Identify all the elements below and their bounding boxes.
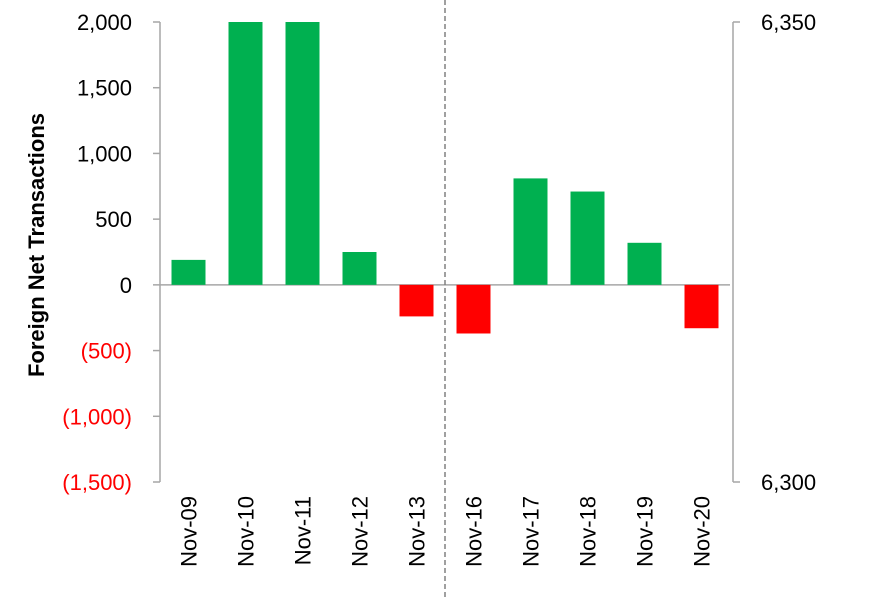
- y-tick-label: 1,000: [77, 141, 132, 166]
- x-tick-label: Nov-12: [348, 496, 373, 567]
- x-tick-label: Nov-20: [690, 496, 715, 567]
- x-tick-label: Nov-09: [177, 496, 202, 567]
- x-axis: Nov-09 Nov-10 Nov-11 Nov-12 Nov-13 Nov-16 Nov-…: [177, 496, 715, 567]
- x-tick-label: Nov-18: [576, 496, 601, 567]
- y-tick-label: (1,500): [62, 470, 132, 495]
- x-tick-label: Nov-17: [519, 496, 544, 567]
- bar-nov-19: [627, 242, 662, 285]
- x-tick-label: Nov-13: [405, 496, 430, 567]
- y-tick-label: 2,000: [77, 10, 132, 35]
- bar-nov-09: [171, 259, 206, 285]
- bar-nov-13: [399, 284, 434, 317]
- x-tick-label: Nov-11: [291, 496, 316, 565]
- bar-nov-10: [228, 22, 263, 285]
- y-tick-label: (500): [81, 339, 132, 364]
- secondary-y-axis: 6,350 6,300: [732, 10, 816, 495]
- y-tick-label: 1,500: [77, 76, 132, 101]
- y-tick-label: 500: [95, 207, 132, 232]
- x-tick-label: Nov-19: [633, 496, 658, 567]
- bar-nov-17: [513, 178, 548, 285]
- y-tick-label: (1,000): [62, 404, 132, 429]
- y-tick-label: 0: [120, 273, 132, 298]
- y-axis: 2,000 1,500 1,000 500 0 (500) (1,000) (1,500): [62, 10, 730, 495]
- bar-nov-20: [684, 284, 719, 329]
- bars: [171, 22, 719, 334]
- bar-nov-16: [456, 284, 491, 334]
- y-axis-title: Foreign Net Transactions: [24, 113, 49, 377]
- bar-nov-11: [285, 22, 320, 285]
- secondary-y-tick-label: 6,350: [761, 10, 816, 35]
- x-tick-label: Nov-10: [234, 496, 259, 567]
- bar-nov-18: [570, 191, 605, 285]
- secondary-y-tick-label: 6,300: [761, 470, 816, 495]
- bar-nov-12: [342, 252, 377, 285]
- x-tick-label: Nov-16: [462, 496, 487, 567]
